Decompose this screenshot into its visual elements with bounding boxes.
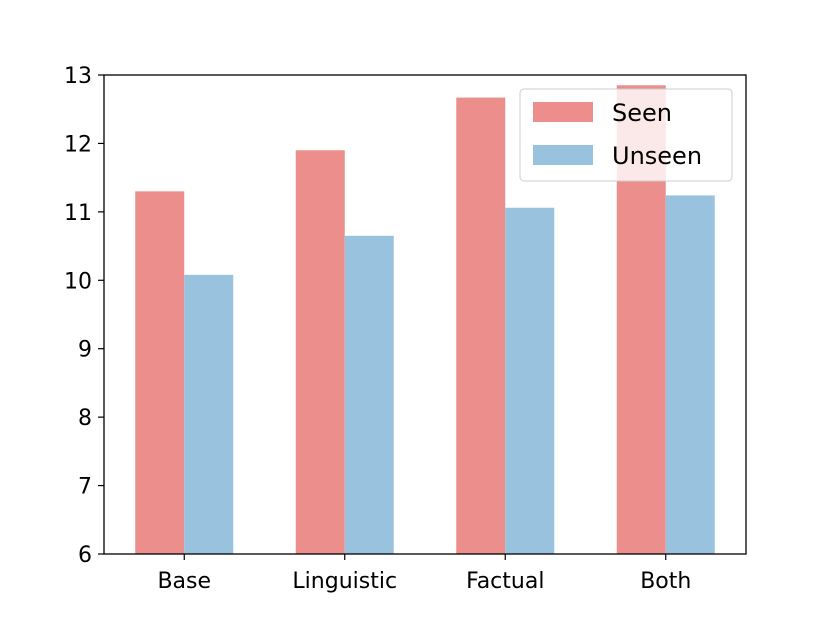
y-tick-label: 12	[64, 132, 92, 157]
bars-layer	[135, 85, 715, 555]
y-tick-label: 10	[64, 269, 92, 294]
legend-label-seen: Seen	[612, 99, 672, 127]
y-axis: 6 7 8 9 10 11 12 13	[64, 64, 104, 568]
legend-swatch-seen	[533, 102, 593, 122]
bar-unseen-both	[665, 195, 715, 555]
y-tick-label: 6	[78, 543, 92, 568]
legend-label-unseen: Unseen	[612, 142, 702, 170]
y-tick-label: 13	[64, 64, 92, 89]
plot-frame	[103, 74, 747, 555]
y-tick-label: 8	[78, 406, 92, 431]
y-tick-label: 9	[78, 338, 92, 363]
bar-unseen-linguistic	[344, 235, 394, 555]
bar-seen-factual	[456, 97, 506, 555]
bar-unseen-factual	[505, 207, 555, 554]
bar-seen-base	[135, 191, 185, 555]
legend-swatch-unseen	[533, 145, 593, 165]
x-tick-label: Linguistic	[292, 569, 397, 594]
x-tick-label: Base	[157, 569, 211, 594]
y-tick-label: 7	[78, 475, 92, 500]
x-axis: Base Linguistic Factual Both	[157, 554, 691, 594]
y-tick-label: 11	[64, 201, 92, 226]
x-tick-label: Both	[640, 569, 691, 594]
bar-unseen-base	[184, 274, 234, 554]
legend: Seen Unseen	[519, 88, 733, 182]
bar-seen-linguistic	[295, 150, 345, 554]
x-tick-label: Factual	[466, 569, 544, 594]
